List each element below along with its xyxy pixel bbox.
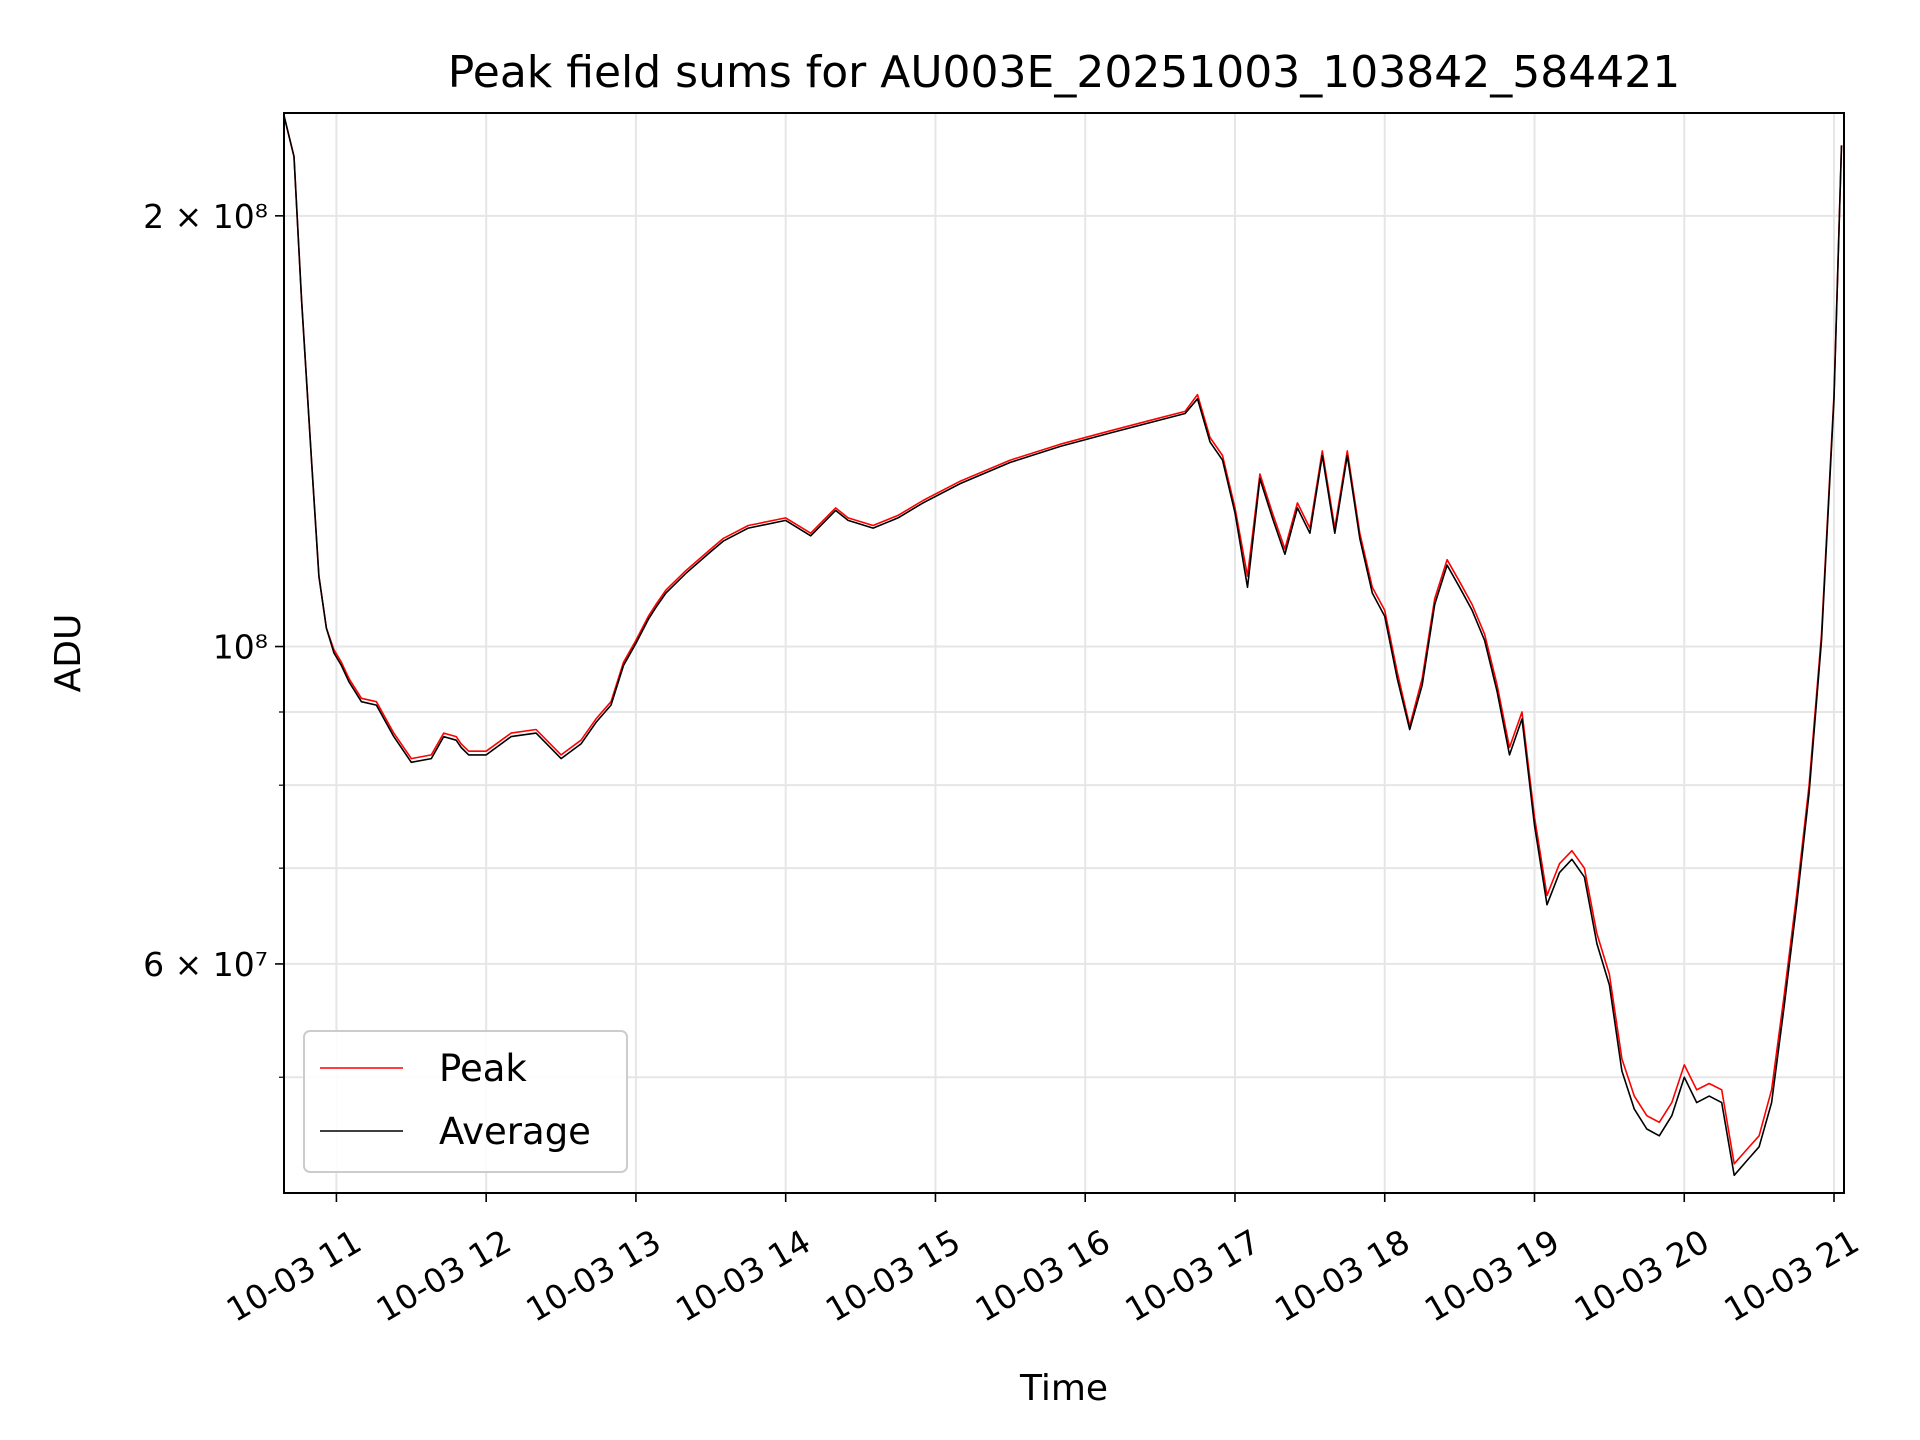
series-line-peak [284,115,1843,1165]
legend-label-average: Average [439,1110,591,1153]
plot-frame [283,112,1845,1194]
x-axis-title: Time [1019,1368,1108,1409]
legend: Peak Average [303,1030,628,1173]
chart-title: Peak field sums for AU003E_20251003_1038… [448,47,1680,98]
y-tick-label: 2 × 10⁸ [143,197,268,236]
y-axis-title: ADU [48,614,89,693]
legend-label-peak: Peak [439,1047,527,1090]
series-layer [284,115,1843,1177]
y-tick-label: 6 × 10⁷ [143,945,268,984]
grid [284,113,1844,1193]
y-axis: 2 × 10⁸ 10⁸ 6 × 10⁷ [143,197,284,1078]
series-line-average [284,115,1843,1177]
legend-box [303,1030,628,1173]
y-tick-label: 10⁸ [213,628,268,667]
